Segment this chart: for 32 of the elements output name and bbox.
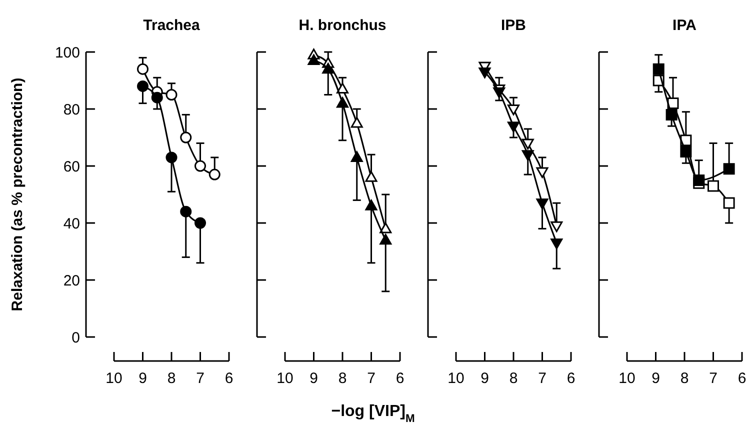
chart-title: IPB [500, 17, 526, 34]
x-tick-label: 10 [106, 370, 122, 387]
x-tick-label: 10 [448, 370, 464, 387]
y-tick-label: 20 [63, 272, 80, 290]
chart-title: H. bronchus [298, 17, 386, 34]
x-tick-label: 6 [738, 370, 746, 387]
y-axis-title: Relaxation (as % precontraction) [9, 78, 26, 312]
x-tick-label: 9 [480, 370, 489, 387]
x-tick-label: 10 [276, 370, 294, 387]
y-tick-label: 40 [63, 215, 80, 232]
y-tick-label: 80 [63, 101, 80, 118]
x-tick-label: 10 [618, 370, 636, 387]
y-tick-label: 100 [54, 44, 80, 62]
x-tick-label: 7 [196, 370, 204, 387]
y-tick-label: 0 [72, 329, 80, 346]
x-tick-label: 8 [167, 370, 176, 387]
x-tick-label: 8 [338, 370, 347, 387]
x-tick-label: 9 [138, 370, 147, 387]
chart-title: Trachea [143, 17, 200, 34]
x-tick-label: 7 [367, 370, 376, 387]
x-tick-label: 7 [709, 370, 718, 387]
x-tick-label: 6 [566, 370, 576, 387]
x-tick-label: 7 [538, 370, 546, 387]
x-axis-title: −log [VIP]$_{M}$ [331, 403, 415, 425]
x-tick-label: 9 [310, 370, 318, 387]
x-tick-label: 9 [652, 370, 660, 387]
x-tick-label: 8 [680, 370, 689, 387]
x-tick-label: 8 [509, 370, 518, 387]
x-tick-label: 6 [224, 370, 234, 387]
x-tick-label: 6 [396, 370, 404, 387]
y-tick-label: 60 [63, 158, 80, 176]
chart-title: IPA [672, 17, 697, 34]
